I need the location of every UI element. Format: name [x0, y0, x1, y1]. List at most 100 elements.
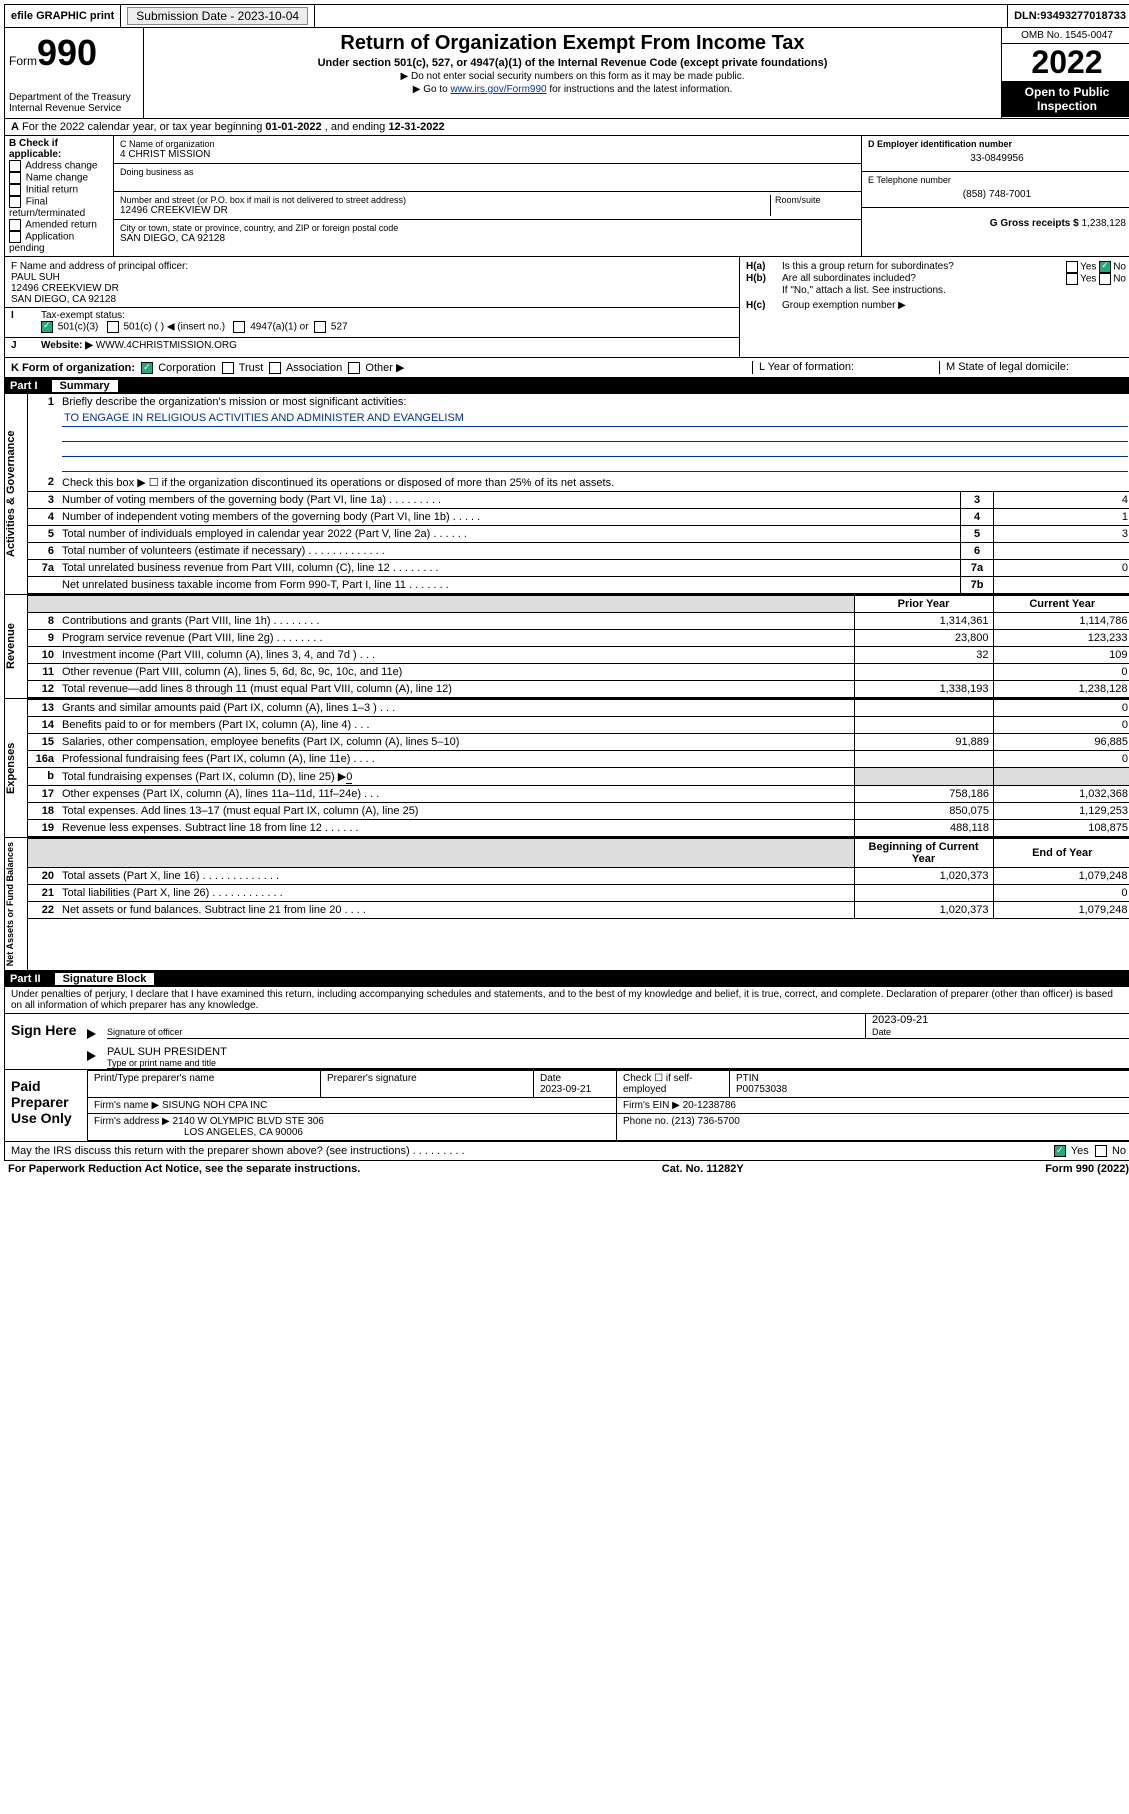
row-k: K Form of organization: Corporation Trus…	[4, 358, 1129, 378]
checkbox-4947[interactable]	[233, 321, 245, 333]
v6	[994, 543, 1129, 560]
hb-no[interactable]	[1099, 273, 1111, 285]
v7a: 0	[994, 560, 1129, 577]
gov-section: Activities & Governance 1Briefly describ…	[4, 394, 1129, 595]
instructions-link[interactable]: www.irs.gov/Form990	[450, 84, 546, 95]
checkbox-527[interactable]	[314, 321, 326, 333]
firm-addr2: LOS ANGELES, CA 90006	[94, 1127, 303, 1138]
street-address: 12496 CREEKVIEW DR	[120, 205, 770, 216]
firm-name: SISUNG NOH CPA INC	[162, 1100, 267, 1111]
officer-name: PAUL SUH	[11, 272, 733, 283]
checkbox-501c[interactable]	[107, 321, 119, 333]
phone-value: (858) 748-7001	[868, 185, 1126, 204]
pra-notice: For Paperwork Reduction Act Notice, see …	[8, 1163, 360, 1175]
efile-label: efile GRAPHIC print	[5, 5, 121, 27]
dln-cell: DLN: 93493277018733	[1008, 5, 1129, 27]
sign-here-label: Sign Here	[5, 1014, 87, 1069]
firm-ein: 20-1238786	[683, 1100, 736, 1111]
mission-text: TO ENGAGE IN RELIGIOUS ACTIVITIES AND AD…	[62, 412, 1128, 427]
ein-cell: D Employer identification number 33-0849…	[862, 136, 1129, 172]
hb-yes[interactable]	[1066, 273, 1078, 285]
officer-addr1: 12496 CREEKVIEW DR	[11, 283, 733, 294]
tab-net: Net Assets or Fund Balances	[5, 838, 28, 970]
cat-no: Cat. No. 11282Y	[662, 1163, 744, 1175]
tab-expenses: Expenses	[5, 699, 28, 837]
v3: 4	[994, 492, 1129, 509]
officer-printed: PAUL SUH PRESIDENT	[107, 1046, 1129, 1058]
k-assoc[interactable]	[269, 362, 281, 374]
mayirs-no[interactable]	[1095, 1145, 1107, 1157]
city-cell: City or town, state or province, country…	[114, 220, 861, 247]
ptin: P00753038	[736, 1084, 787, 1095]
header-right: OMB No. 1545-0047 2022 Open to Public In…	[1001, 28, 1129, 118]
tab-revenue: Revenue	[5, 595, 28, 698]
form-header: Form990 Department of the Treasury Inter…	[4, 28, 1129, 119]
k-trust[interactable]	[222, 362, 234, 374]
may-irs-row: May the IRS discuss this return with the…	[4, 1142, 1129, 1161]
org-name-cell: C Name of organization 4 CHRIST MISSION	[114, 136, 861, 164]
form-footer: Form 990 (2022)	[1045, 1163, 1129, 1175]
col-h: H(a)Is this a group return for subordina…	[739, 257, 1129, 357]
arrow-icon	[87, 1051, 96, 1061]
k-other[interactable]	[348, 362, 360, 374]
form-subtitle: Under section 501(c), 527, or 4947(a)(1)…	[148, 57, 997, 69]
org-name: 4 CHRIST MISSION	[120, 149, 855, 160]
header-mid: Return of Organization Exempt From Incom…	[144, 28, 1001, 118]
l-year: L Year of formation:	[752, 361, 939, 374]
form-word: Form	[9, 54, 37, 68]
paid-label: Paid Preparer Use Only	[5, 1070, 87, 1141]
top-bar: efile GRAPHIC print Submission Date - 20…	[4, 4, 1129, 28]
submission-button[interactable]: Submission Date - 2023-10-04	[127, 7, 308, 25]
paid-preparer-section: Paid Preparer Use Only Print/Type prepar…	[4, 1070, 1129, 1142]
note-1: ▶ Do not enter social security numbers o…	[148, 71, 997, 82]
ein-value: 33-0849956	[868, 149, 1126, 168]
section-bcd: B Check if applicable: Address change Na…	[4, 136, 1129, 257]
ha-no[interactable]	[1099, 261, 1111, 273]
tab-governance: Activities & Governance	[5, 394, 28, 594]
exp-section: Expenses 13Grants and similar amounts pa…	[4, 699, 1129, 838]
col-b: B Check if applicable: Address change Na…	[5, 136, 114, 256]
form-number: 990	[37, 32, 97, 74]
website-value: WWW.4CHRISTMISSION.ORG	[96, 340, 237, 351]
form-title: Return of Organization Exempt From Incom…	[148, 32, 997, 55]
irs-label: Internal Revenue Service	[9, 103, 139, 114]
addr-cell: Number and street (or P.O. box if mail i…	[114, 192, 861, 220]
gross-cell: G Gross receipts $ 1,238,128	[862, 208, 1129, 232]
checkbox-501c3[interactable]	[41, 321, 53, 333]
v7b	[994, 577, 1129, 594]
open-to-public: Open to Public Inspection	[1002, 81, 1129, 117]
gross-receipts: 1,238,128	[1082, 218, 1127, 229]
net-section: Net Assets or Fund Balances Beginning of…	[4, 838, 1129, 971]
sign-here-section: Sign Here Signature of officer 2023-09-2…	[4, 1014, 1129, 1070]
city-state-zip: SAN DIEGO, CA 92128	[120, 233, 855, 244]
header-left: Form990 Department of the Treasury Inter…	[5, 28, 144, 118]
tax-year: 2022	[1002, 44, 1129, 81]
col-b-heading: B Check if applicable:	[9, 138, 109, 160]
checkbox-option[interactable]: Amended return	[9, 219, 109, 231]
omb-number: OMB No. 1545-0047	[1002, 28, 1129, 44]
dba-cell: Doing business as	[114, 164, 861, 192]
m-state: M State of legal domicile:	[939, 361, 1126, 374]
dept-label: Department of the Treasury	[9, 92, 139, 103]
arrow-icon	[87, 1029, 96, 1039]
col-c: C Name of organization 4 CHRIST MISSION …	[114, 136, 861, 256]
checkbox-option[interactable]: Name change	[9, 172, 109, 184]
ha-yes[interactable]	[1066, 261, 1078, 273]
note-2: ▶ Go to www.irs.gov/Form990 for instruct…	[148, 84, 997, 95]
checkbox-option[interactable]: Final return/terminated	[9, 196, 109, 219]
checkbox-option[interactable]: Application pending	[9, 231, 109, 254]
v4: 1	[994, 509, 1129, 526]
spacer	[315, 5, 1008, 27]
phone-cell: E Telephone number (858) 748-7001	[862, 172, 1129, 208]
checkbox-option[interactable]: Address change	[9, 160, 109, 172]
mayirs-yes[interactable]	[1054, 1145, 1066, 1157]
part1-header: Part I Summary	[4, 378, 1129, 394]
k-corp[interactable]	[141, 362, 153, 374]
footer: For Paperwork Reduction Act Notice, see …	[4, 1161, 1129, 1177]
submission-cell: Submission Date - 2023-10-04	[121, 5, 315, 27]
checkbox-option[interactable]: Initial return	[9, 184, 109, 196]
part2-header: Part II Signature Block	[4, 971, 1129, 987]
section-fh: F Name and address of principal officer:…	[4, 257, 1129, 358]
col-d: D Employer identification number 33-0849…	[861, 136, 1129, 256]
firm-addr1: 2140 W OLYMPIC BLVD STE 306	[173, 1116, 324, 1127]
